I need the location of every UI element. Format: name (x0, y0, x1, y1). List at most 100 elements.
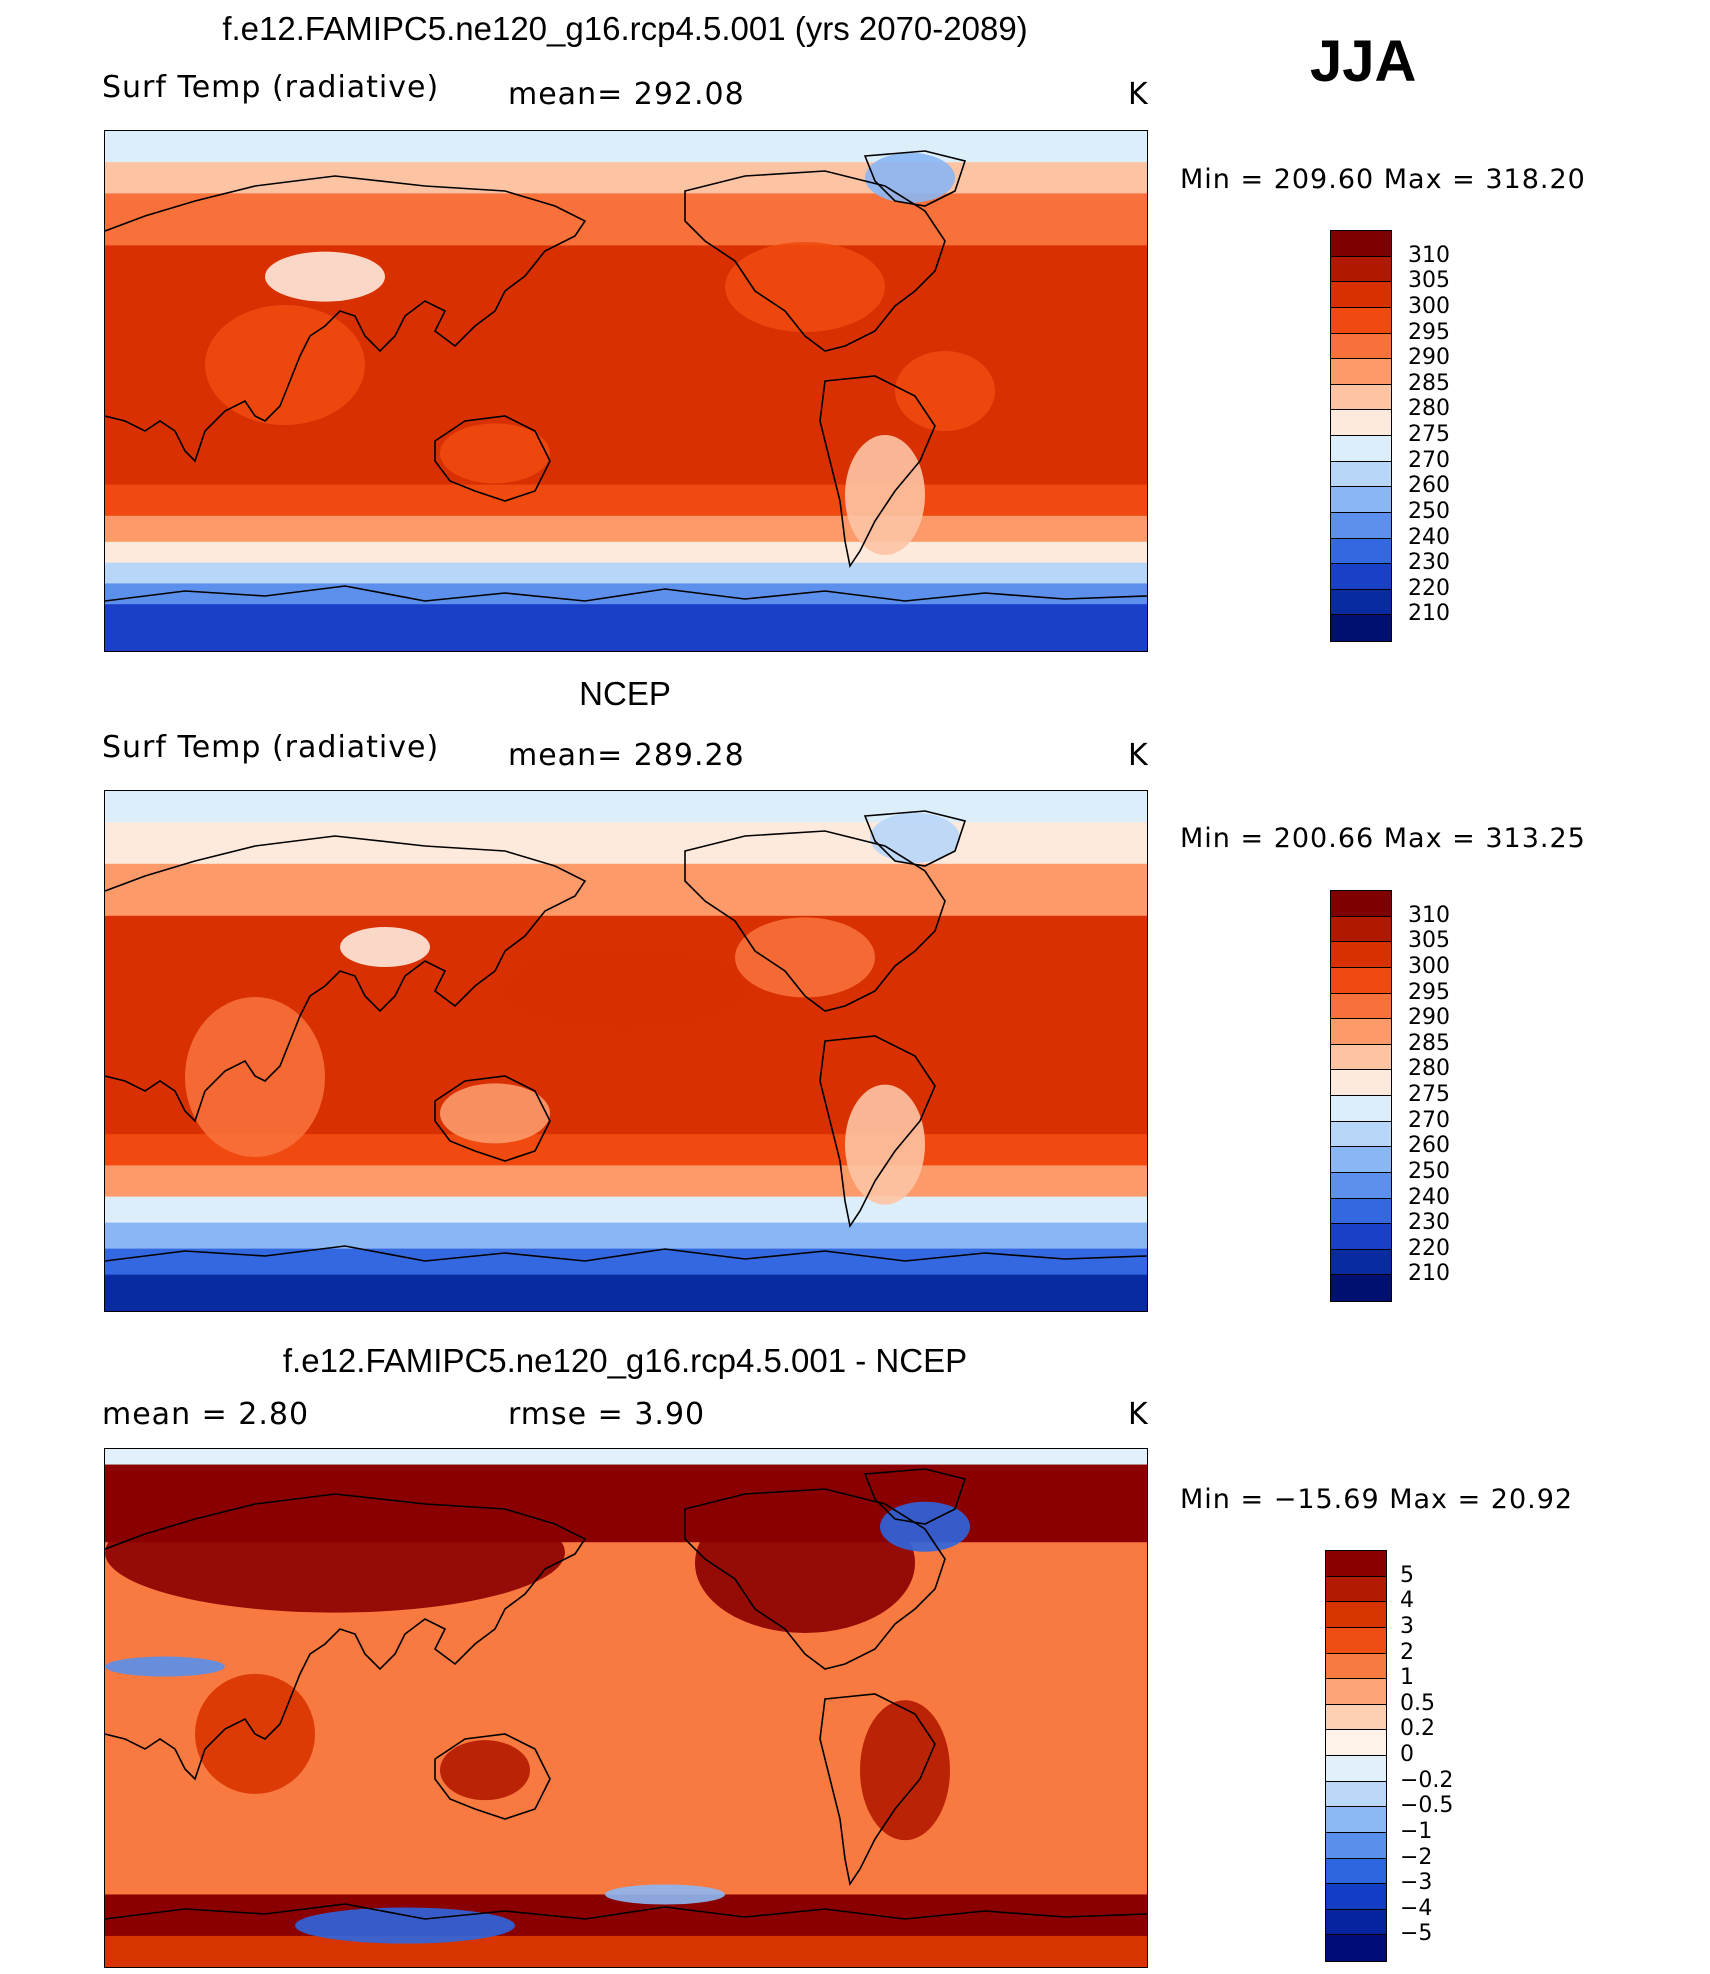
coastline (684, 170, 946, 352)
coastline (434, 415, 551, 502)
colorbar-swatch (1331, 436, 1391, 462)
colorbar-tick-label: 285 (1408, 1030, 1450, 1056)
panel1-map (104, 130, 1148, 652)
coastline (819, 1693, 936, 1887)
colorbar-tick-label: 2 (1400, 1639, 1414, 1665)
colorbar-swatch (1326, 1807, 1386, 1833)
colorbar-tick-label: 280 (1408, 1056, 1450, 1082)
colorbar-swatch (1326, 1679, 1386, 1705)
colorbar-swatch (1331, 1249, 1391, 1276)
temperature-anomaly-region (695, 1492, 915, 1633)
colorbar-swatch (1331, 231, 1391, 257)
colorbar-swatch (1331, 891, 1391, 917)
colorbar-swatch (1331, 256, 1391, 283)
colorbar-swatch (1331, 1147, 1391, 1173)
colorbar-swatch (1326, 1627, 1386, 1654)
colorbar-tick-label: 295 (1408, 319, 1450, 345)
temperature-band (105, 863, 1147, 917)
temperature-anomaly-region (440, 1083, 550, 1144)
temperature-band (105, 515, 1147, 543)
colorbar-swatch (1331, 1198, 1391, 1225)
panel1-colorbar (1330, 230, 1392, 642)
colorbar-tick-label: 300 (1408, 953, 1450, 979)
coastline (105, 835, 587, 1123)
colorbar-swatch (1331, 589, 1391, 616)
panel3-mean: mean = 2.80 (102, 1397, 310, 1432)
temperature-anomaly-region (845, 1084, 925, 1205)
colorbar-tick-label: −3 (1400, 1870, 1433, 1896)
coastlines (105, 810, 1147, 1262)
temperature-anomaly-region (605, 1884, 725, 1905)
colorbar-swatch (1326, 1730, 1386, 1756)
temperature-band (105, 1449, 1147, 1466)
colorbar-tick-label: 260 (1408, 1133, 1450, 1159)
colorbar-tick-label: 310 (1408, 902, 1450, 928)
colorbar-tick-label: 240 (1408, 524, 1450, 550)
colorbar-tick-label: 210 (1408, 601, 1450, 627)
coastline (434, 1075, 551, 1162)
temperature-anomaly-region (505, 948, 745, 1029)
colorbar-swatch (1331, 487, 1391, 513)
temperature-anomaly-region (105, 1492, 565, 1613)
colorbar-swatch (1331, 1172, 1391, 1199)
temperature-band (105, 1248, 1147, 1276)
colorbar-swatch (1331, 1019, 1391, 1045)
colorbar-swatch (1331, 1275, 1391, 1301)
coastlines (105, 150, 1147, 602)
colorbar-tick-label: 250 (1408, 1158, 1450, 1184)
temperature-anomaly-region (265, 251, 385, 302)
colorbar-tick-label: 0.2 (1400, 1716, 1435, 1742)
colorbar-tick-label: 3 (1400, 1613, 1414, 1639)
panel3-rmse: rmse = 3.90 (508, 1397, 706, 1432)
coastline (684, 1488, 946, 1670)
coastline (434, 1733, 551, 1820)
colorbar-tick-label: 290 (1408, 1005, 1450, 1031)
colorbar-swatch (1326, 1704, 1386, 1731)
panel1-mean: mean= 292.08 (508, 77, 745, 112)
temperature-band (105, 791, 1147, 824)
colorbar-swatch (1331, 942, 1391, 968)
colorbar-swatch (1331, 461, 1391, 488)
colorbar-tick-label: −1 (1400, 1818, 1433, 1844)
coastline (105, 175, 587, 463)
colorbar-tick-label: 280 (1408, 396, 1450, 422)
temperature-band (105, 484, 1147, 517)
temperature-band (105, 541, 1147, 564)
colorbar-tick-label: 230 (1408, 1210, 1450, 1236)
colorbar-tick-label: 230 (1408, 550, 1450, 576)
panel1-units: K (1128, 77, 1149, 112)
colorbar-swatch (1331, 307, 1391, 334)
colorbar-tick-label: 270 (1408, 1107, 1450, 1133)
panel1-title: f.e12.FAMIPC5.ne120_g16.rcp4.5.001 (yrs … (222, 10, 1028, 47)
panel2-units: K (1128, 738, 1149, 773)
panel1-minmax: Min = 209.60 Max = 318.20 (1180, 164, 1586, 195)
panel1-variable: Surf Temp (radiative) (102, 70, 440, 105)
temperature-anomaly-region (735, 917, 875, 998)
colorbar-swatch (1331, 538, 1391, 565)
colorbar-tick-label: 270 (1408, 447, 1450, 473)
colorbar-swatch (1331, 993, 1391, 1020)
temperature-band (105, 1165, 1147, 1198)
coastline (105, 1493, 587, 1781)
temperature-anomaly-region (105, 1656, 225, 1677)
panel3-minmax: Min = −15.69 Max = 20.92 (1180, 1484, 1574, 1515)
panel3-units: K (1128, 1397, 1149, 1432)
temperature-anomaly-region (440, 423, 550, 484)
temperature-anomaly-region (845, 435, 925, 555)
colorbar-swatch (1331, 916, 1391, 943)
panel2-mean: mean= 289.28 (508, 738, 745, 773)
colorbar-swatch (1331, 359, 1391, 385)
temperature-band (105, 822, 1147, 865)
coastline (863, 150, 967, 207)
colorbar-tick-label: 220 (1408, 575, 1450, 601)
coastline (863, 810, 967, 867)
colorbar-tick-label: 220 (1408, 1235, 1450, 1261)
colorbar-swatch (1331, 410, 1391, 436)
temperature-anomaly-region (440, 1740, 530, 1801)
panel3-title: f.e12.FAMIPC5.ne120_g16.rcp4.5.001 - NCE… (282, 1342, 968, 1379)
colorbar-tick-label: −0.2 (1400, 1767, 1454, 1793)
temperature-anomaly-region (865, 152, 955, 203)
temperature-anomaly-region (860, 1700, 950, 1841)
coastline (105, 1245, 1147, 1262)
panel2-colorbar (1330, 890, 1392, 1302)
